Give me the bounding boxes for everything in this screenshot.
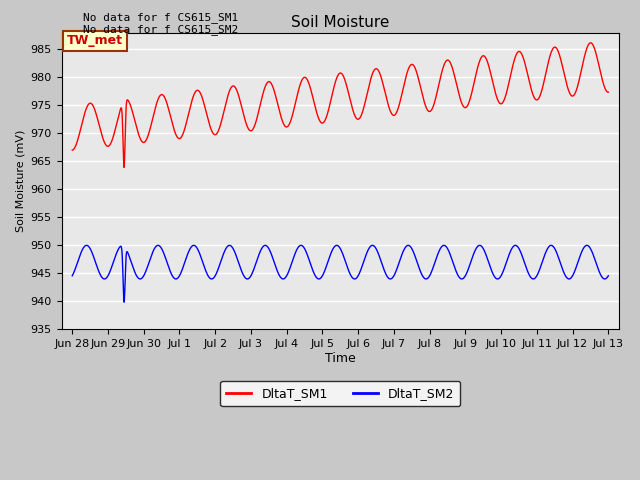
Y-axis label: Soil Moisture (mV): Soil Moisture (mV): [15, 130, 25, 232]
Title: Soil Moisture: Soil Moisture: [291, 15, 390, 30]
Text: No data for f CS615_SM2: No data for f CS615_SM2: [83, 24, 239, 35]
Text: No data for f CS615_SM1: No data for f CS615_SM1: [83, 12, 239, 23]
X-axis label: Time: Time: [325, 352, 356, 365]
Text: TW_met: TW_met: [67, 35, 123, 48]
Legend: DltaT_SM1, DltaT_SM2: DltaT_SM1, DltaT_SM2: [220, 381, 460, 406]
